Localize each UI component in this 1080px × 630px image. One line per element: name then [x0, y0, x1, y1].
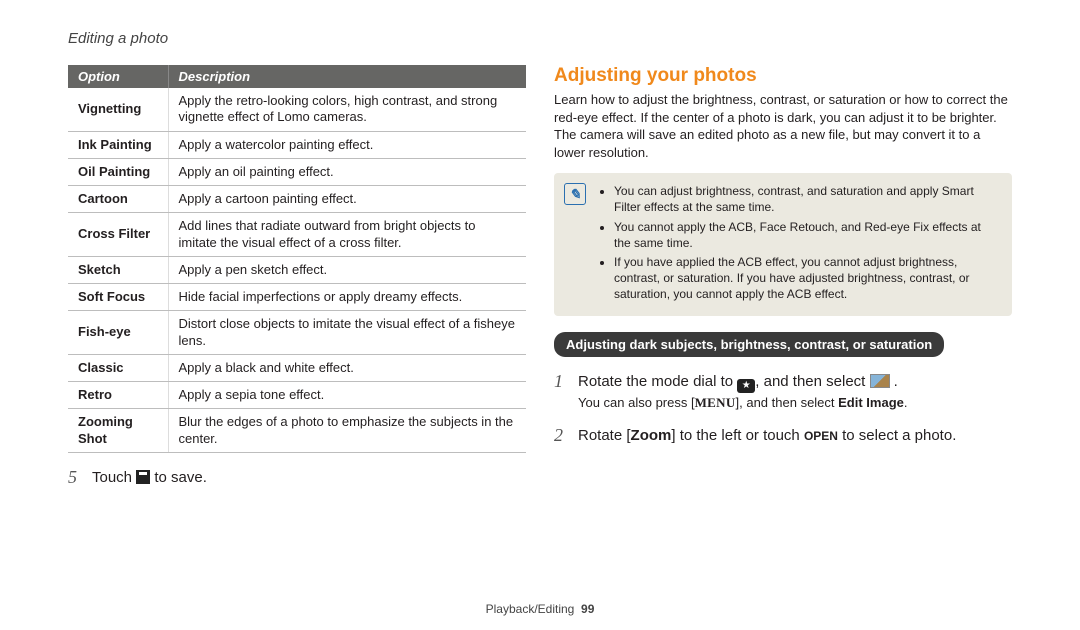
section-title: Adjusting your photos [554, 65, 1012, 87]
table-row: CartoonApply a cartoon painting effect. [68, 186, 526, 213]
note-box: ✎ You can adjust brightness, contrast, a… [554, 173, 1012, 315]
cell-description: Apply a cartoon painting effect. [168, 186, 526, 213]
cell-option: Classic [68, 354, 168, 381]
cell-option: Cartoon [68, 186, 168, 213]
cell-description: Apply a watercolor painting effect. [168, 131, 526, 158]
cell-option: Fish-eye [68, 311, 168, 355]
cell-option: Vignetting [68, 88, 168, 131]
s1s-pre: You can also press [ [578, 395, 695, 410]
table-row: VignettingApply the retro-looking colors… [68, 88, 526, 131]
footer-page: 99 [581, 602, 594, 616]
step-2: 2 Rotate [Zoom] to the left or touch OPE… [554, 425, 1012, 446]
sub-heading: Adjusting dark subjects, brightness, con… [554, 332, 944, 357]
breadcrumb: Editing a photo [68, 30, 1012, 47]
table-row: Oil PaintingApply an oil painting effect… [68, 158, 526, 185]
cell-description: Distort close objects to imitate the vis… [168, 311, 526, 355]
cell-option: Sketch [68, 256, 168, 283]
table-row: Zooming ShotBlur the edges of a photo to… [68, 409, 526, 453]
step-num-5: 5 [68, 467, 92, 488]
cell-option: Soft Focus [68, 284, 168, 311]
s1-post: . [890, 373, 898, 390]
cell-description: Apply a black and white effect. [168, 354, 526, 381]
s1-mid: , and then select [755, 373, 869, 390]
step-num-1: 1 [554, 371, 578, 393]
cell-description: Blur the edges of a photo to emphasize t… [168, 409, 526, 453]
photo-icon [870, 374, 890, 388]
menu-label: MENU [695, 395, 736, 410]
left-column: Option Description VignettingApply the r… [68, 65, 526, 488]
zoom-label: Zoom [631, 427, 672, 444]
save-icon [136, 470, 150, 484]
effects-table: Option Description VignettingApply the r… [68, 65, 526, 453]
right-column: Adjusting your photos Learn how to adjus… [554, 65, 1012, 488]
table-row: SketchApply a pen sketch effect. [68, 256, 526, 283]
step-5: 5 Touch to save. [68, 467, 526, 488]
page-footer: Playback/Editing 99 [0, 602, 1080, 616]
s1-pre: Rotate the mode dial to [578, 373, 737, 390]
table-row: Cross FilterAdd lines that radiate outwa… [68, 213, 526, 257]
footer-section: Playback/Editing [486, 602, 575, 616]
s2-mid: ] to the left or touch [671, 427, 804, 444]
cell-option: Cross Filter [68, 213, 168, 257]
th-description: Description [168, 65, 526, 88]
edit-image-label: Edit Image [838, 395, 904, 410]
cell-description: Apply a sepia tone effect. [168, 382, 526, 409]
step-num-2: 2 [554, 425, 578, 446]
mode-star-icon: ★ [737, 379, 755, 393]
note-item: You cannot apply the ACB, Face Retouch, … [614, 219, 1000, 251]
s1s-mid: ], and then select [736, 395, 839, 410]
note-item: You can adjust brightness, contrast, and… [614, 183, 1000, 215]
s2-post: to select a photo. [838, 427, 956, 444]
cell-description: Apply the retro-looking colors, high con… [168, 88, 526, 131]
cell-description: Hide facial imperfections or apply dream… [168, 284, 526, 311]
s1s-end: . [904, 395, 908, 410]
step5-pre: Touch [92, 469, 136, 486]
cell-option: Retro [68, 382, 168, 409]
cell-description: Apply a pen sketch effect. [168, 256, 526, 283]
cell-option: Zooming Shot [68, 409, 168, 453]
note-icon: ✎ [564, 183, 586, 205]
table-row: ClassicApply a black and white effect. [68, 354, 526, 381]
cell-description: Add lines that radiate outward from brig… [168, 213, 526, 257]
step-1: 1 Rotate the mode dial to ★, and then se… [554, 371, 1012, 393]
table-row: RetroApply a sepia tone effect. [68, 382, 526, 409]
s2-pre: Rotate [ [578, 427, 631, 444]
table-row: Ink PaintingApply a watercolor painting … [68, 131, 526, 158]
cell-option: Oil Painting [68, 158, 168, 185]
open-label: OPEN [804, 429, 838, 443]
cell-description: Apply an oil painting effect. [168, 158, 526, 185]
cell-option: Ink Painting [68, 131, 168, 158]
table-row: Fish-eyeDistort close objects to imitate… [68, 311, 526, 355]
intro-text: Learn how to adjust the brightness, cont… [554, 91, 1012, 161]
step-1-sub: You can also press [MENU], and then sele… [578, 395, 1012, 411]
note-item: If you have applied the ACB effect, you … [614, 254, 1000, 303]
th-option: Option [68, 65, 168, 88]
step5-post: to save. [150, 469, 207, 486]
table-row: Soft FocusHide facial imperfections or a… [68, 284, 526, 311]
